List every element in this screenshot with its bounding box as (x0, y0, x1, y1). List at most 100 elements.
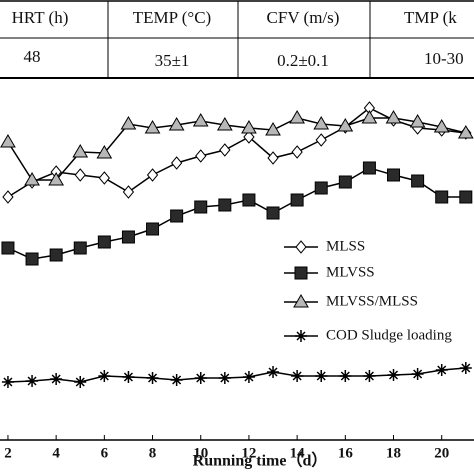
marker (411, 368, 424, 380)
marker (291, 145, 303, 159)
marker (459, 362, 472, 374)
legend-label: MLSS (326, 238, 365, 254)
x-tick-label: 8 (149, 445, 157, 461)
marker (50, 373, 63, 385)
marker (49, 248, 63, 262)
marker (411, 174, 425, 188)
x-tick-label: 14 (290, 445, 306, 461)
x-tick-label: 2 (4, 445, 12, 461)
marker (243, 130, 255, 144)
marker (266, 206, 280, 220)
marker (337, 118, 354, 132)
marker (362, 161, 376, 175)
x-tick-label: 10 (193, 445, 208, 461)
marker (267, 366, 280, 378)
legend-label: MLVSS/MLSS (326, 293, 418, 309)
marker (385, 110, 402, 124)
marker (170, 156, 183, 170)
marker (295, 330, 307, 342)
table: HRT (h) TEMP (°C) CFV (m/s) TMP (k 48 35… (0, 0, 474, 79)
marker (242, 371, 255, 383)
marker (1, 241, 15, 255)
x-tick-label: 16 (338, 445, 354, 461)
marker (242, 193, 256, 207)
marker (459, 190, 473, 204)
marker (195, 149, 207, 163)
marker (387, 369, 400, 381)
marker (146, 372, 159, 384)
table-header: HRT (h) (12, 8, 69, 27)
marker (409, 114, 426, 128)
marker (218, 198, 232, 212)
marker (170, 209, 184, 223)
x-axis-label: Running time（d） (193, 452, 328, 470)
x-tick-label: 12 (241, 445, 256, 461)
marker (168, 117, 185, 131)
marker (216, 117, 233, 131)
marker (144, 120, 161, 134)
marker (74, 168, 86, 182)
marker (24, 172, 40, 186)
marker (314, 181, 328, 195)
marker (338, 175, 352, 189)
marker (361, 110, 378, 124)
marker (241, 120, 257, 134)
marker (72, 144, 89, 158)
marker (363, 370, 376, 382)
marker (73, 241, 87, 255)
marker (265, 122, 281, 136)
marker (1, 376, 14, 388)
marker (313, 116, 330, 130)
marker (293, 294, 309, 308)
marker (96, 145, 113, 159)
legend-label: COD Sludge loading (326, 327, 452, 343)
marker (120, 116, 137, 130)
table-cell: 35±1 (155, 51, 190, 70)
marker (146, 168, 159, 182)
marker (267, 151, 279, 165)
legend-label: MLVSS (326, 264, 375, 280)
table-cell: 48 (24, 47, 41, 66)
marker (291, 370, 304, 382)
table-cell: 0.2±0.1 (277, 51, 329, 70)
marker (387, 168, 401, 182)
marker (2, 190, 14, 204)
x-tick-label: 6 (101, 445, 109, 461)
table-cell: 10-30 (424, 49, 464, 68)
marker (122, 185, 135, 199)
x-tick-label: 18 (386, 445, 401, 461)
marker (339, 370, 352, 382)
marker (457, 125, 474, 139)
marker (289, 110, 305, 124)
marker (25, 252, 39, 266)
table-header: CFV (m/s) (267, 8, 340, 27)
marker (121, 230, 135, 244)
marker (170, 374, 183, 386)
marker (290, 193, 304, 207)
x-tick-label: 20 (434, 445, 449, 461)
marker (194, 372, 207, 384)
marker (435, 190, 449, 204)
marker (218, 372, 231, 384)
marker (26, 375, 39, 387)
marker (315, 370, 328, 382)
marker (122, 371, 135, 383)
marker (97, 235, 111, 249)
marker (192, 113, 209, 127)
marker (98, 370, 111, 382)
marker (219, 143, 231, 157)
table-header: TMP (k (404, 8, 457, 27)
marker (48, 172, 65, 186)
marker (0, 134, 16, 148)
table-header: TEMP (°C) (133, 8, 211, 27)
marker (294, 266, 308, 280)
marker (433, 119, 450, 133)
marker (194, 200, 208, 214)
x-tick-label: 4 (52, 445, 60, 461)
marker (74, 376, 87, 388)
marker (315, 133, 327, 147)
marker (146, 222, 160, 236)
marker (98, 171, 110, 185)
